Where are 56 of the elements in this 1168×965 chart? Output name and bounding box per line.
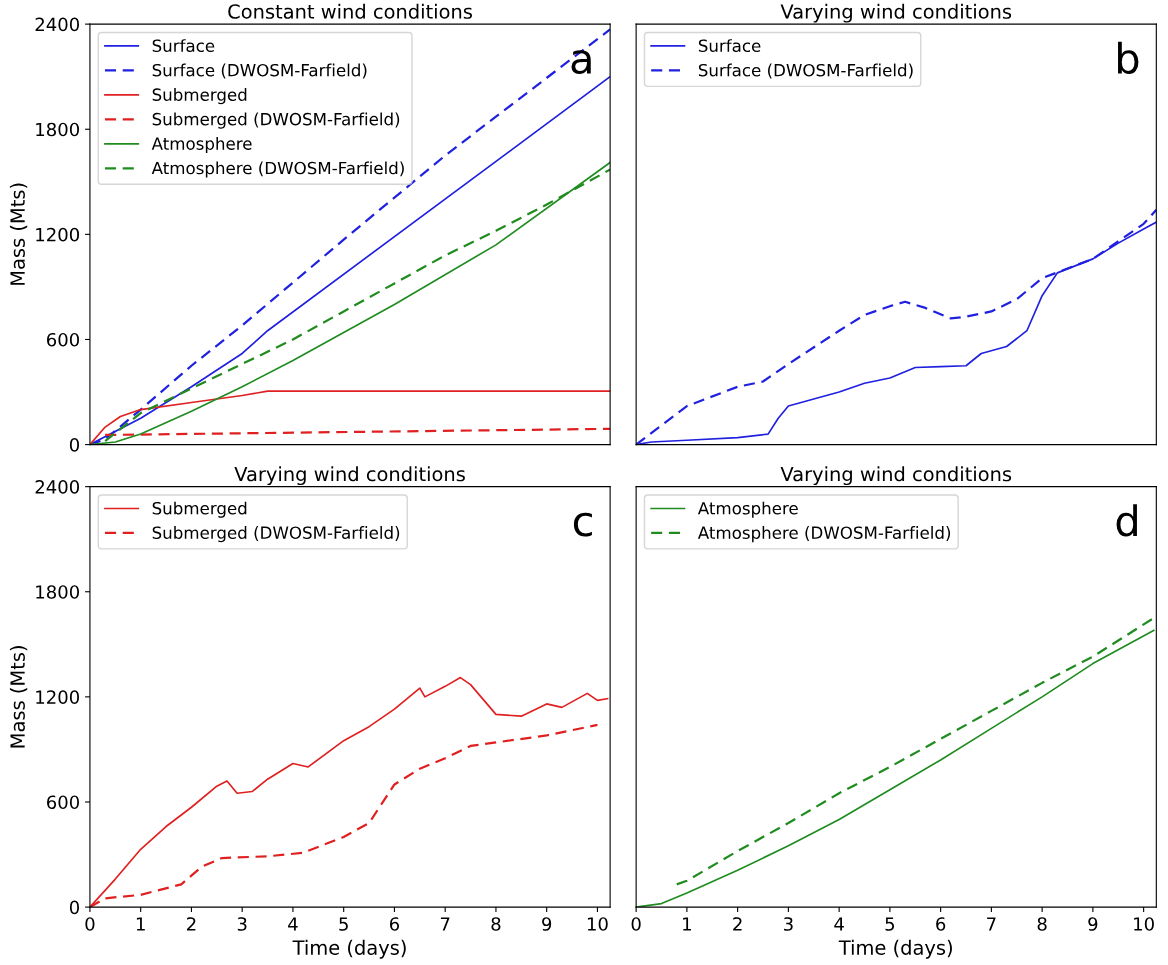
chart-title: Constant wind conditions — [228, 3, 472, 19]
y-tick-label: 2400 — [35, 480, 80, 494]
y-tick-label: 600 — [47, 795, 80, 810]
y-tick-label: 600 — [47, 332, 80, 347]
legend-label: Submerged (DWOSM-Farfield) — [152, 526, 400, 543]
annotation: c — [573, 512, 592, 537]
x-tick-label: 9 — [1088, 917, 1098, 931]
x-axis-title: Time (days) — [292, 939, 406, 959]
legend-label: Atmosphere — [697, 501, 798, 518]
chart-title: Varying wind conditions — [780, 3, 1012, 23]
y-axis-title: Mass (Mts) — [9, 646, 28, 748]
legend-label: Surface — [698, 39, 761, 53]
x-tick-label: 3 — [237, 917, 247, 931]
y-tick-label: 1800 — [36, 585, 80, 599]
legend-label: Submerged — [152, 501, 247, 518]
annotation: b — [1118, 41, 1139, 75]
x-axis-title: Time (days) — [838, 939, 952, 959]
x-tick-label: 0 — [631, 917, 641, 931]
legend-label: Surface (DWOSM-Farfield) — [152, 63, 367, 79]
x-tick-label: 1 — [136, 917, 145, 931]
x-tick-label: 8 — [491, 917, 501, 931]
y-tick-label: 1200 — [36, 690, 80, 704]
x-tick-label: 10 — [1134, 917, 1154, 931]
x-tick-label: 5 — [885, 917, 895, 931]
x-tick-label: 8 — [1037, 917, 1047, 931]
x-tick-label: 4 — [834, 917, 844, 931]
annotation: d — [1116, 504, 1137, 537]
y-tick-label: 1200 — [36, 227, 80, 242]
legend-label: Submerged — [152, 88, 247, 105]
y-tick-label: 2400 — [35, 17, 80, 32]
y-tick-label: 1800 — [36, 122, 80, 137]
chart-title: Varying wind conditions — [780, 466, 1012, 486]
legend-label: Surface — [152, 39, 215, 53]
y-tick-label: 0 — [69, 438, 80, 452]
x-tick-label: 4 — [288, 917, 298, 931]
x-tick-label: 0 — [85, 917, 95, 931]
x-tick-label: 9 — [542, 917, 552, 931]
y-tick-label: 0 — [69, 900, 80, 915]
legend-label: Submerged (DWOSM-Farfield) — [152, 112, 400, 129]
x-tick-label: 1 — [683, 917, 691, 931]
legend-label: Atmosphere (DWOSM-Farfield) — [151, 161, 404, 178]
x-tick-label: 5 — [339, 917, 348, 931]
x-tick-label: 10 — [587, 917, 608, 931]
x-tick-label: 6 — [389, 917, 400, 931]
chart-title: Varying wind conditions — [234, 466, 465, 486]
x-tick-label: 3 — [784, 917, 793, 931]
x-tick-label: 6 — [936, 917, 946, 931]
x-tick-label: 7 — [440, 917, 450, 931]
x-tick-label: 2 — [733, 917, 742, 931]
legend-label: Atmosphere (DWOSM-Farfield) — [697, 526, 951, 543]
annotation: a — [571, 50, 591, 75]
x-tick-label: 2 — [187, 917, 196, 931]
x-tick-label: 7 — [987, 917, 996, 931]
y-axis-title: Mass (Mts) — [9, 183, 28, 285]
legend-label: Surface (DWOSM-Farfield) — [698, 63, 913, 79]
legend-label: Atmosphere — [151, 136, 252, 154]
